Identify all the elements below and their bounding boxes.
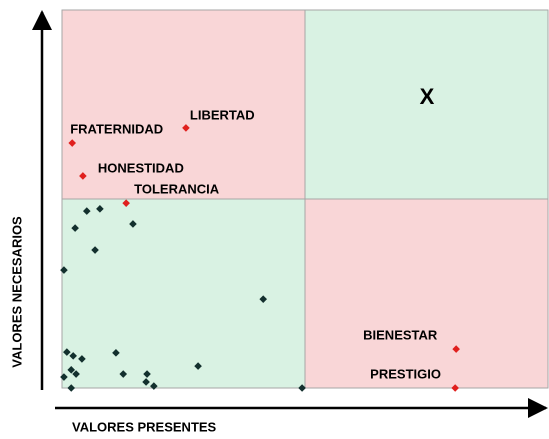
point — [71, 224, 79, 232]
x-axis-label: VALORES PRESENTES — [72, 419, 217, 434]
point — [298, 384, 306, 392]
point — [68, 139, 77, 147]
point-label: LIBERTAD — [190, 107, 255, 122]
point — [91, 246, 99, 254]
point-label: HONESTIDAD — [98, 160, 184, 175]
point — [182, 124, 190, 132]
point — [67, 384, 76, 392]
point — [63, 348, 71, 356]
point-label: PRESTIGIO — [370, 366, 441, 381]
point — [119, 370, 128, 378]
point — [79, 172, 87, 180]
point-label: BIENESTAR — [363, 328, 438, 343]
point — [60, 266, 68, 274]
point — [96, 205, 104, 213]
quadrant-bottom-left — [61, 198, 306, 389]
point-label: TOLERANCIA — [134, 182, 220, 197]
point — [129, 220, 137, 228]
point — [60, 373, 68, 381]
point — [72, 370, 80, 378]
point — [67, 366, 76, 374]
point — [142, 378, 150, 386]
quadrant-top-left — [61, 9, 306, 200]
annotation: X — [420, 84, 435, 109]
point — [78, 355, 86, 363]
point — [194, 362, 202, 370]
point — [122, 199, 130, 207]
point-label: FRATERNIDAD — [70, 121, 163, 136]
point — [69, 352, 77, 360]
quadrant-top-right — [304, 9, 549, 200]
point — [451, 384, 459, 392]
y-axis-label: VALORES NECESARIOS — [9, 216, 24, 368]
point — [82, 207, 91, 215]
point — [452, 345, 460, 353]
point — [150, 382, 158, 390]
plot-area — [61, 9, 549, 389]
point — [112, 349, 120, 357]
quadrant-bottom-right — [304, 198, 549, 389]
point — [143, 370, 151, 378]
point — [259, 295, 268, 303]
